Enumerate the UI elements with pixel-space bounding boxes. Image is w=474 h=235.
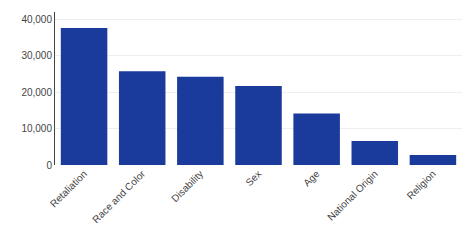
svg-text:Religion: Religion (405, 168, 438, 201)
svg-text:Sex: Sex (243, 168, 263, 188)
svg-text:10,000: 10,000 (21, 123, 52, 134)
svg-text:Age: Age (301, 168, 322, 189)
svg-text:National Origin: National Origin (325, 168, 380, 223)
svg-text:40,000: 40,000 (21, 14, 52, 25)
svg-text:Disability: Disability (169, 168, 205, 204)
svg-text:Retaliation: Retaliation (48, 168, 89, 209)
svg-text:30,000: 30,000 (21, 50, 52, 61)
svg-text:0: 0 (46, 160, 52, 171)
svg-text:20,000: 20,000 (21, 87, 52, 98)
svg-text:Race and Color: Race and Color (90, 168, 147, 225)
